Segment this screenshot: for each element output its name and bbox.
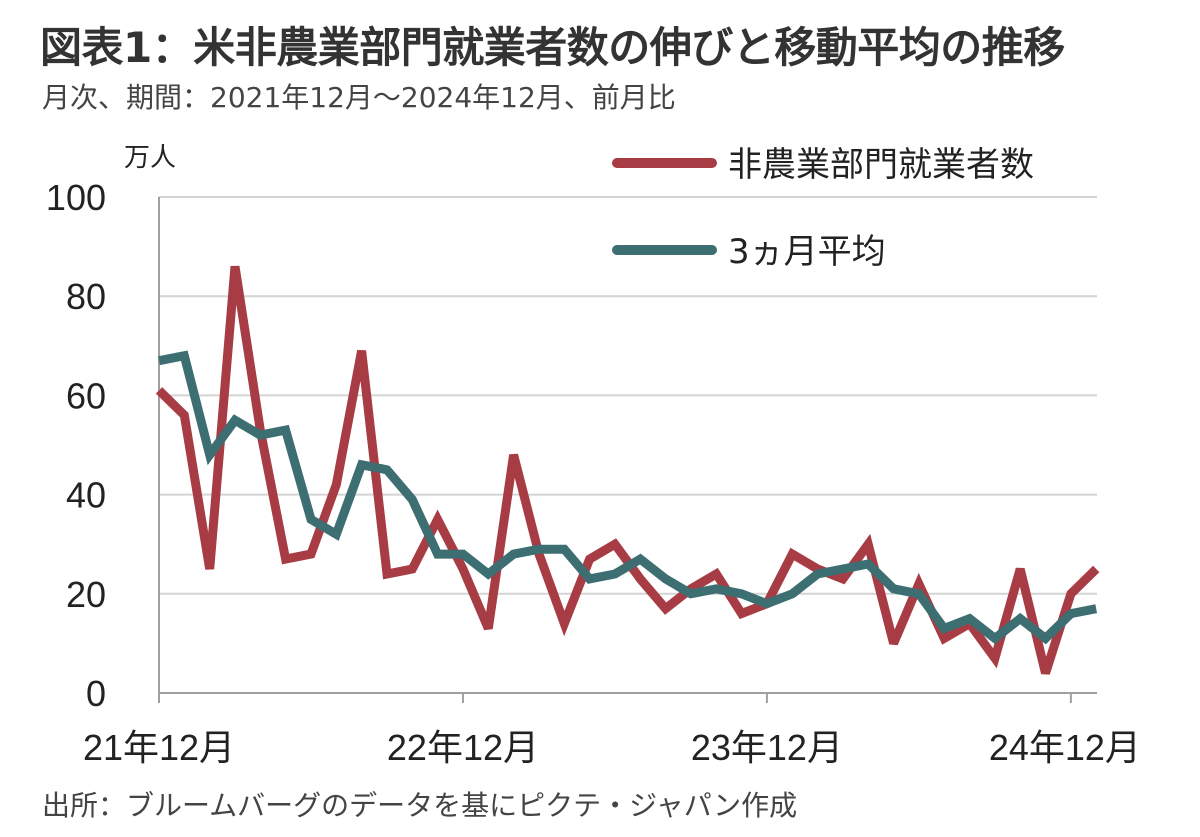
x-tick-labels: 21年12月 22年12月 23年12月 24年12月 [83,727,1141,768]
chart-subtitle: 月次、期間：2021年12月～2024年12月、前月比 [42,81,676,114]
y-tick-label: 80 [66,276,106,317]
x-tick-label: 22年12月 [387,727,539,768]
axes [158,197,1097,703]
y-tick-label: 40 [66,475,106,516]
y-tick-label: 60 [66,375,106,416]
gridlines [159,196,1097,595]
y-tick-label: 20 [66,574,106,615]
x-tick-label: 21年12月 [83,727,235,768]
legend-label-3m-avg: 3ヵ月平均 [728,232,886,272]
y-tick-label: 0 [86,673,106,714]
ma3-line [158,350,1098,645]
legend: 非農業部門就業者数 3ヵ月平均 [612,145,1034,272]
y-tick-label: 100 [46,177,106,218]
x-tick-label: 23年12月 [691,727,843,768]
series-lines [155,265,1100,675]
source-note: 出所：ブルームバーグのデータを基にピクテ・ジャパン作成 [42,789,798,822]
legend-label-nfp: 非農業部門就業者数 [728,145,1034,185]
x-tick-label: 24年12月 [989,727,1141,768]
y-unit-label: 万人 [124,143,176,173]
y-tick-labels: 0 20 40 60 80 100 [46,177,106,714]
chart-title: 図表1：米非農業部門就業者数の伸びと移動平均の推移 [40,23,1065,72]
